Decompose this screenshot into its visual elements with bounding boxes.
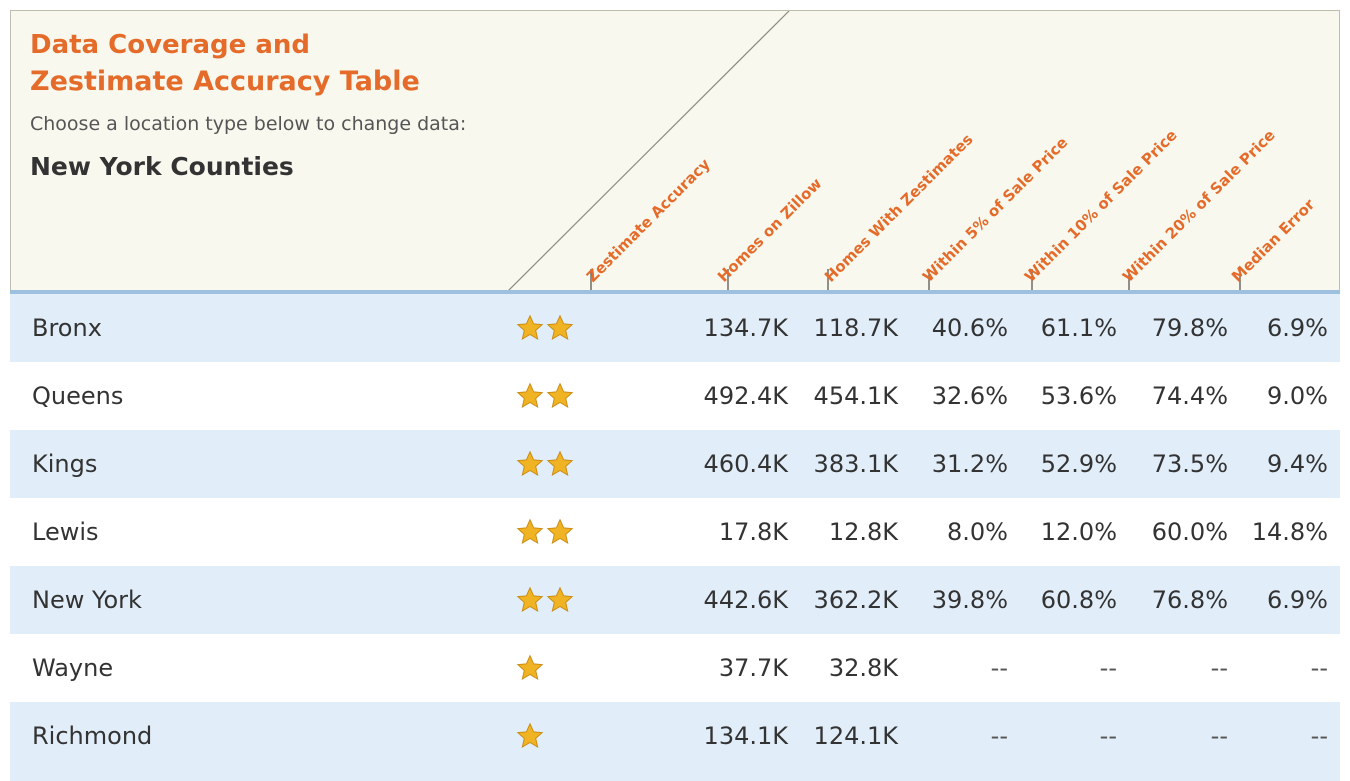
county-name[interactable]: Richmond <box>32 722 153 750</box>
cell-median-error: -- <box>1310 722 1328 750</box>
zestimate-accuracy-stars <box>516 450 576 478</box>
cell-homes-on-zillow: 442.6K <box>703 586 788 614</box>
cell-within-10: 12.0% <box>1040 518 1117 546</box>
table-row[interactable]: New York 442.6K 362.2K 39.8% 60.8% 76.8% 6.9% <box>10 566 1340 634</box>
table-row-partial <box>10 768 1340 781</box>
star-icon <box>546 586 574 614</box>
cell-within-20: 79.8% <box>1151 314 1228 342</box>
title-line-1: Data Coverage and <box>30 30 311 60</box>
location-type-selector[interactable]: New York Counties <box>30 152 294 181</box>
county-name[interactable]: Wayne <box>32 654 114 682</box>
cell-within-20: 73.5% <box>1151 450 1228 478</box>
cell-within-20: 76.8% <box>1151 586 1228 614</box>
cell-homes-on-zillow: 492.4K <box>703 382 788 410</box>
cell-within-20: -- <box>1210 654 1228 682</box>
table-header: Data Coverage and Zestimate Accuracy Tab… <box>10 10 1340 291</box>
cell-median-error: 9.0% <box>1267 382 1328 410</box>
zestimate-accuracy-stars <box>516 518 576 546</box>
zestimate-accuracy-stars <box>516 654 546 682</box>
table-row[interactable]: Bronx 134.7K 118.7K 40.6% 61.1% 79.8% 6.9% <box>10 294 1340 362</box>
star-icon <box>516 314 544 342</box>
star-icon <box>546 382 574 410</box>
table-row[interactable]: Richmond 134.1K 124.1K -- -- -- -- <box>10 702 1340 770</box>
accuracy-table-panel: Data Coverage and Zestimate Accuracy Tab… <box>10 10 1340 781</box>
cell-homes-with-zestimates: 32.8K <box>828 654 898 682</box>
cell-within-10: -- <box>1099 722 1117 750</box>
cell-homes-with-zestimates: 124.1K <box>813 722 898 750</box>
cell-median-error: 6.9% <box>1267 586 1328 614</box>
cell-within-5: 40.6% <box>931 314 1008 342</box>
cell-median-error: -- <box>1310 654 1328 682</box>
zestimate-accuracy-stars <box>516 314 576 342</box>
cell-homes-with-zestimates: 118.7K <box>813 314 898 342</box>
table-row[interactable]: Wayne 37.7K 32.8K -- -- -- -- <box>10 634 1340 702</box>
star-icon <box>516 382 544 410</box>
cell-within-5: 32.6% <box>931 382 1008 410</box>
star-icon <box>546 314 574 342</box>
cell-homes-on-zillow: 134.7K <box>703 314 788 342</box>
county-name[interactable]: Lewis <box>32 518 99 546</box>
cell-homes-with-zestimates: 454.1K <box>813 382 898 410</box>
zestimate-accuracy-stars <box>516 382 576 410</box>
star-icon <box>546 518 574 546</box>
star-icon <box>516 450 544 478</box>
location-type-prompt: Choose a location type below to change d… <box>30 113 467 135</box>
cell-within-5: 8.0% <box>947 518 1008 546</box>
county-name[interactable]: New York <box>32 586 142 614</box>
cell-homes-with-zestimates: 362.2K <box>813 586 898 614</box>
county-name[interactable]: Queens <box>32 382 124 410</box>
cell-within-5: 31.2% <box>931 450 1008 478</box>
table-row[interactable]: Lewis 17.8K 12.8K 8.0% 12.0% 60.0% 14.8% <box>10 498 1340 566</box>
cell-within-5: -- <box>990 654 1008 682</box>
cell-median-error: 6.9% <box>1267 314 1328 342</box>
cell-median-error: 9.4% <box>1267 450 1328 478</box>
title-line-2: Zestimate Accuracy Table <box>30 66 420 97</box>
cell-homes-with-zestimates: 12.8K <box>828 518 898 546</box>
cell-within-20: -- <box>1210 722 1228 750</box>
star-icon <box>516 586 544 614</box>
cell-homes-with-zestimates: 383.1K <box>813 450 898 478</box>
cell-homes-on-zillow: 17.8K <box>718 518 788 546</box>
cell-homes-on-zillow: 37.7K <box>718 654 788 682</box>
cell-within-10: 61.1% <box>1040 314 1117 342</box>
cell-within-10: 52.9% <box>1040 450 1117 478</box>
cell-within-10: 60.8% <box>1040 586 1117 614</box>
table-row[interactable]: Kings 460.4K 383.1K 31.2% 52.9% 73.5% 9.4% <box>10 430 1340 498</box>
county-name[interactable]: Kings <box>32 450 98 478</box>
zestimate-accuracy-stars <box>516 586 576 614</box>
header-divider <box>10 290 1340 294</box>
cell-within-20: 60.0% <box>1151 518 1228 546</box>
zestimate-accuracy-stars <box>516 722 546 750</box>
cell-homes-on-zillow: 134.1K <box>703 722 788 750</box>
star-icon <box>516 654 544 682</box>
star-icon <box>546 450 574 478</box>
cell-within-20: 74.4% <box>1151 382 1228 410</box>
cell-within-10: -- <box>1099 654 1117 682</box>
header-diagonal <box>507 11 1241 291</box>
star-icon <box>516 722 544 750</box>
cell-within-10: 53.6% <box>1040 382 1117 410</box>
table-row[interactable]: Queens 492.4K 454.1K 32.6% 53.6% 74.4% 9.0% <box>10 362 1340 430</box>
county-name[interactable]: Bronx <box>32 314 102 342</box>
cell-median-error: 14.8% <box>1251 518 1328 546</box>
cell-within-5: 39.8% <box>931 586 1008 614</box>
star-icon <box>516 518 544 546</box>
cell-within-5: -- <box>990 722 1008 750</box>
cell-homes-on-zillow: 460.4K <box>703 450 788 478</box>
